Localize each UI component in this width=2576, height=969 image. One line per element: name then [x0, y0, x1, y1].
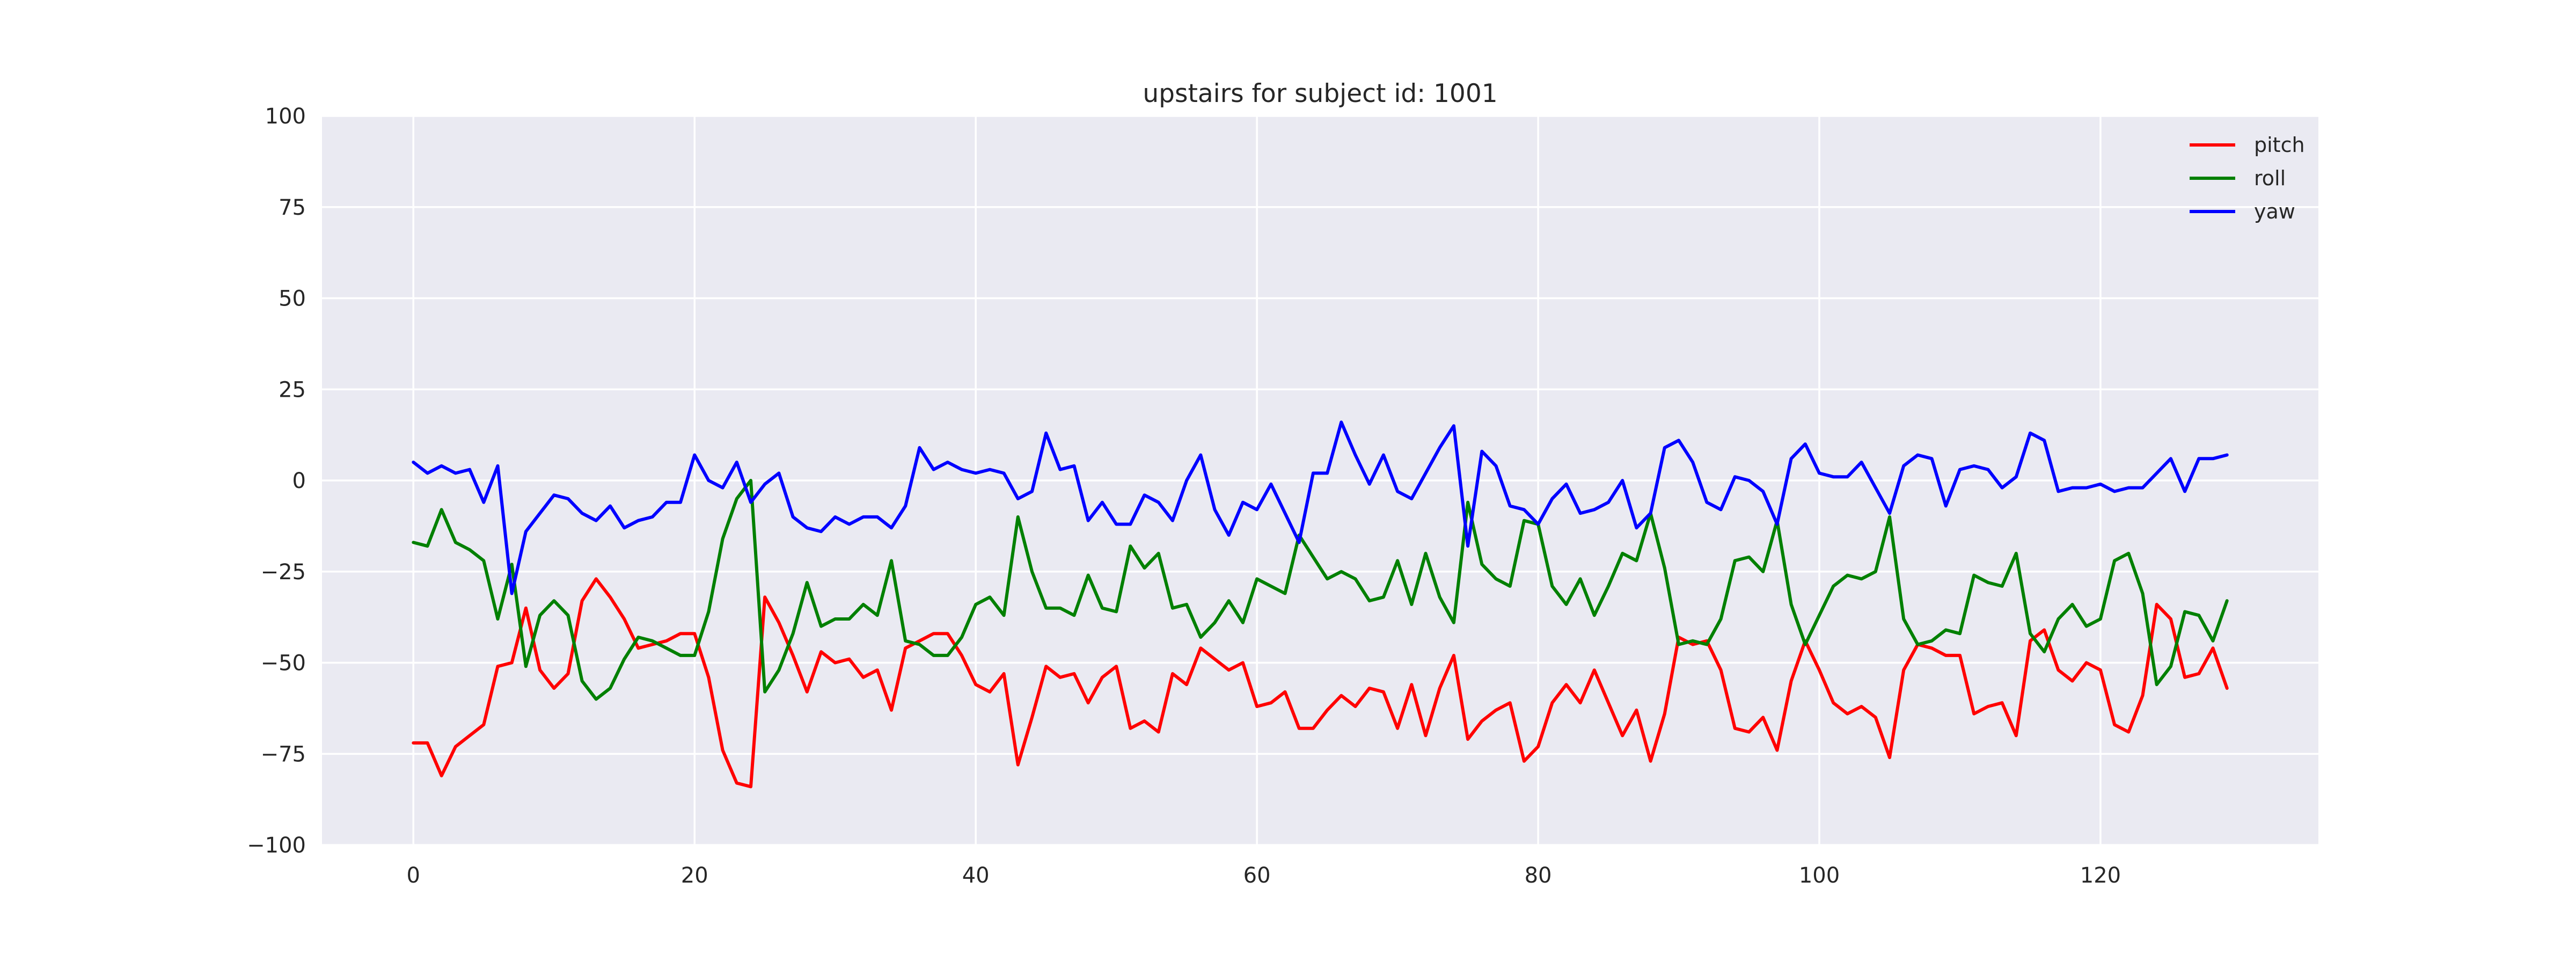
- pitch-legend-label: pitch: [2254, 133, 2305, 157]
- x-tick-label: 0: [407, 863, 420, 888]
- y-tick-label: −75: [261, 742, 306, 767]
- y-tick-label: −50: [261, 651, 306, 676]
- x-tick-label: 120: [2080, 863, 2121, 888]
- x-tick-label: 40: [962, 863, 990, 888]
- y-tick-label: −100: [247, 833, 306, 858]
- chart-title: upstairs for subject id: 1001: [1143, 79, 1497, 108]
- y-tick-label: 25: [279, 377, 306, 402]
- grid-lines: [322, 115, 2318, 846]
- x-tick-label: 100: [1799, 863, 1840, 888]
- roll-legend-label: roll: [2254, 166, 2286, 190]
- y-tick-label: 0: [292, 469, 306, 493]
- x-axis-tick-labels: 0 20 40 60 80 100 120: [407, 863, 2121, 888]
- y-axis-tick-labels: −100 −75 −50 −25 0 25 50 75 100: [247, 104, 306, 858]
- x-tick-label: 20: [681, 863, 708, 888]
- y-tick-label: 100: [265, 104, 306, 129]
- yaw-legend-label: yaw: [2254, 200, 2295, 223]
- y-tick-label: −25: [261, 560, 306, 585]
- x-tick-label: 60: [1243, 863, 1271, 888]
- yaw-series-line: [412, 420, 2229, 595]
- y-tick-label: 75: [279, 195, 306, 220]
- x-tick-label: 80: [1525, 863, 1552, 888]
- roll-series-line: [412, 479, 2229, 701]
- y-tick-label: 50: [279, 287, 306, 311]
- series-lines: [412, 420, 2229, 789]
- pitch-series-line: [412, 577, 2229, 789]
- legend: pitch roll yaw: [2190, 133, 2305, 223]
